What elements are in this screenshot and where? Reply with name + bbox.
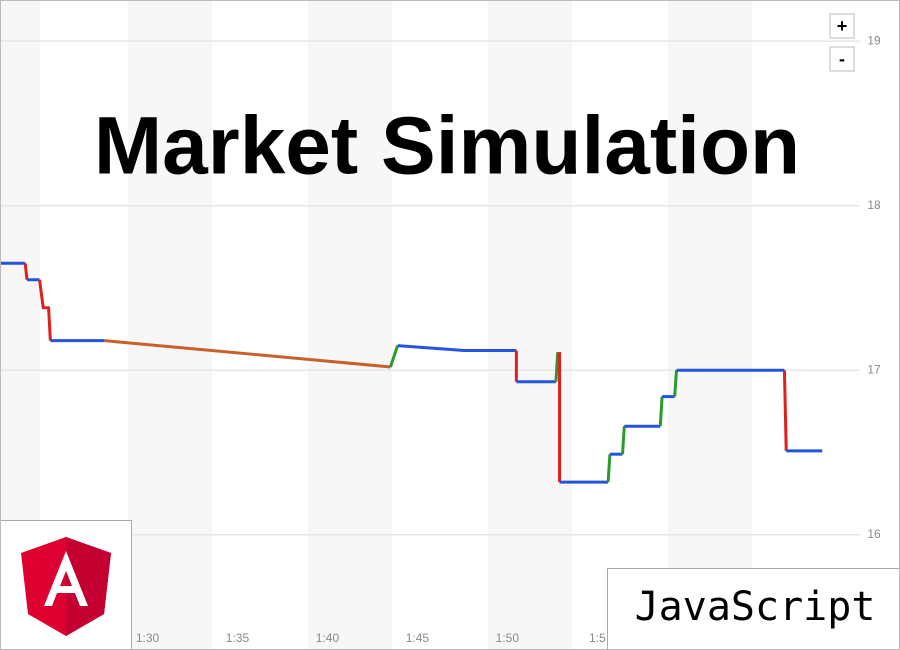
logo-shield-shade (66, 537, 111, 636)
x-tick-label: 1:5 (589, 631, 606, 645)
price-line (658, 396, 664, 427)
x-tick-label: 1:35 (226, 631, 250, 645)
y-tick-label: 19 (867, 33, 881, 47)
price-line (606, 454, 612, 483)
badge-text: JavaScript (635, 584, 876, 630)
time-band (668, 0, 752, 650)
x-tick-label: 1:40 (316, 631, 340, 645)
zoom-in-box[interactable] (829, 13, 855, 39)
x-tick-label: 1:30 (136, 631, 160, 645)
price-line (621, 426, 626, 455)
zoom-out-label[interactable]: - (839, 49, 845, 69)
y-tick-label: 16 (867, 527, 881, 541)
y-tick-label: 18 (867, 198, 881, 212)
zoom-in-button[interactable]: + (829, 13, 855, 39)
x-tick-label: 1:45 (406, 631, 430, 645)
time-band (128, 0, 212, 650)
zoom-out-button[interactable]: - (829, 46, 855, 72)
chart-title: Market Simulation (94, 101, 800, 192)
price-line (397, 344, 517, 353)
angular-logo (0, 520, 132, 650)
zoom-out-box[interactable] (829, 46, 855, 72)
price-line (673, 370, 678, 397)
y-tick-label: 17 (867, 362, 881, 376)
price-line (23, 263, 29, 280)
zoom-in-label[interactable]: + (837, 16, 848, 36)
time-band (308, 0, 392, 650)
price-line (38, 279, 52, 341)
logo-letter (44, 551, 88, 606)
price-line (104, 339, 391, 369)
x-tick-label: 1:50 (496, 631, 520, 645)
time-band (488, 0, 572, 650)
price-line (388, 345, 400, 368)
badge-box (607, 568, 900, 650)
price-line (554, 352, 560, 382)
price-line (782, 370, 788, 451)
